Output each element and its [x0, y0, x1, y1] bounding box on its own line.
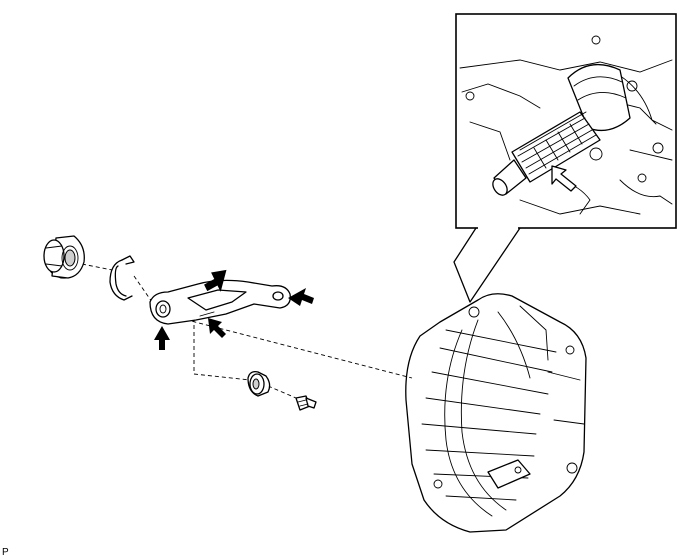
lubrication-arrow-right [288, 288, 314, 306]
fork-boot [247, 370, 271, 397]
hub-clip [109, 255, 135, 301]
lubrication-arrow-up-left [204, 269, 227, 292]
inset-housing-outline [459, 35, 673, 215]
detail-inset [455, 13, 677, 229]
transmission-housing [405, 293, 587, 533]
lubrication-arrow-pivot [154, 326, 170, 350]
input-shaft-splines [492, 111, 601, 196]
release-fork [149, 279, 291, 325]
assembly-guide-lines [81, 263, 413, 399]
figure-code: P [2, 547, 9, 558]
pivot-stud [295, 395, 317, 411]
grease-point-arrow [551, 165, 577, 192]
inset-callout-leader [453, 227, 521, 303]
release-bearing [43, 235, 85, 279]
lubrication-arrow-lower [208, 318, 226, 338]
